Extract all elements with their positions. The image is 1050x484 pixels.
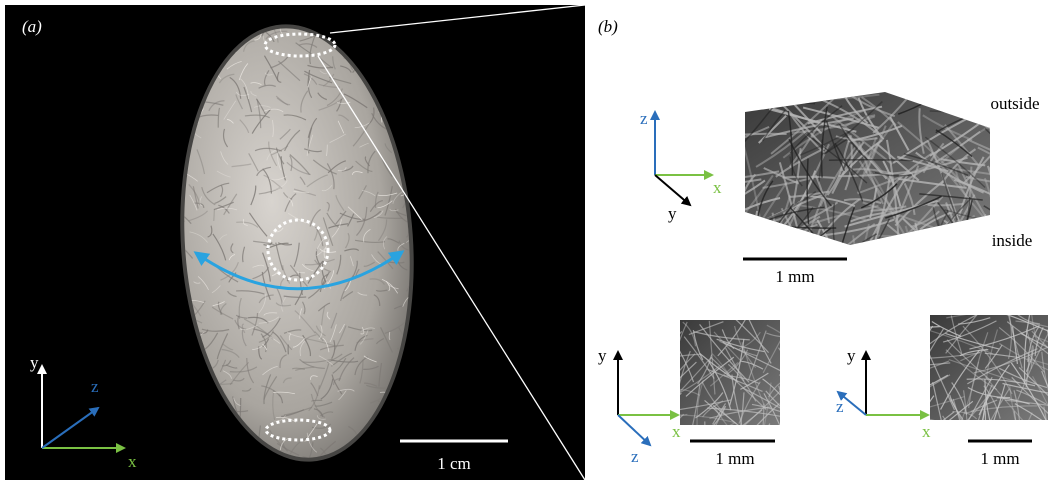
- axis-arrow: [618, 415, 650, 445]
- fiber: [779, 348, 813, 393]
- fiber: [946, 228, 952, 303]
- fiber: [874, 327, 940, 328]
- axis-label: z: [631, 447, 639, 466]
- fiber: [691, 240, 744, 285]
- fiber: [782, 177, 834, 178]
- scale-label: 1 mm: [980, 449, 1019, 468]
- panel-label: (a): [22, 17, 42, 36]
- fiber: [985, 214, 998, 290]
- fiber: [944, 228, 977, 233]
- fiber: [739, 185, 745, 213]
- fiber: [906, 226, 936, 299]
- fiber: [938, 220, 952, 277]
- axis-label: y: [847, 346, 856, 365]
- axis-label: x: [672, 422, 681, 441]
- axis-label: y: [598, 346, 607, 365]
- fiber: [740, 212, 742, 253]
- fiber: [214, 209, 215, 221]
- fiber: [1014, 424, 1039, 441]
- fiber: [696, 427, 706, 450]
- axis-label: x: [128, 452, 137, 471]
- fiber: [867, 243, 869, 299]
- fiber: [753, 234, 781, 266]
- fiber: [878, 235, 938, 236]
- side-label: inside: [992, 231, 1033, 250]
- fiber: [779, 386, 790, 425]
- fiber: [902, 234, 919, 259]
- axis-label: z: [91, 377, 99, 396]
- fiber: [881, 242, 912, 310]
- fiber: [752, 234, 808, 272]
- axis-label: x: [922, 422, 931, 441]
- fiber: [887, 224, 944, 274]
- fiber: [928, 419, 1001, 435]
- fiber: [705, 421, 713, 449]
- fiber: [781, 236, 814, 256]
- fiber: [930, 111, 987, 112]
- fiber: [990, 424, 1050, 440]
- fiber: [992, 132, 994, 166]
- axis-label: x: [713, 178, 722, 197]
- fiber: [937, 247, 997, 315]
- fiber: [817, 242, 879, 300]
- fiber: [992, 164, 993, 205]
- fiber: [699, 233, 772, 235]
- fiber: [926, 232, 990, 268]
- scale-label: 1 mm: [775, 267, 814, 286]
- fiber: [957, 234, 979, 297]
- side-label: outside: [990, 94, 1039, 113]
- fiber: [631, 331, 681, 372]
- fiber: [989, 168, 1050, 182]
- fiber: [773, 228, 831, 267]
- fiber: [807, 228, 820, 267]
- axis-label: y: [30, 353, 39, 372]
- fiber: [865, 247, 869, 279]
- fiber: [724, 246, 777, 298]
- fiber: [1027, 422, 1050, 439]
- axis-arrow: [655, 175, 690, 205]
- fiber: [895, 313, 941, 315]
- figure: (a) y z x 1 cm (b) z x y 1 mm outside in…: [0, 0, 1050, 484]
- fiber: [737, 218, 783, 229]
- fiber: [935, 424, 975, 438]
- fiber: [754, 211, 758, 275]
- fiber: [783, 363, 795, 391]
- fiber: [853, 249, 881, 269]
- panel-label: (b): [598, 17, 618, 36]
- fiber: [836, 246, 872, 279]
- scale-label: 1 mm: [715, 449, 754, 468]
- fiber: [728, 231, 762, 249]
- fiber: [896, 326, 933, 368]
- fiber: [779, 375, 830, 397]
- scale-label: 1 cm: [437, 454, 471, 473]
- fiber: [875, 242, 889, 277]
- axis-label: z: [836, 397, 844, 416]
- fiber: [944, 220, 984, 244]
- fiber: [784, 412, 796, 472]
- axis-label: y: [668, 204, 677, 223]
- fiber: [913, 385, 929, 410]
- axis-label: z: [640, 109, 648, 128]
- fiber: [751, 99, 818, 101]
- fiber: [930, 229, 991, 290]
- fiber-texture: [691, 91, 1050, 326]
- fiber: [890, 247, 913, 270]
- fiber: [897, 242, 946, 270]
